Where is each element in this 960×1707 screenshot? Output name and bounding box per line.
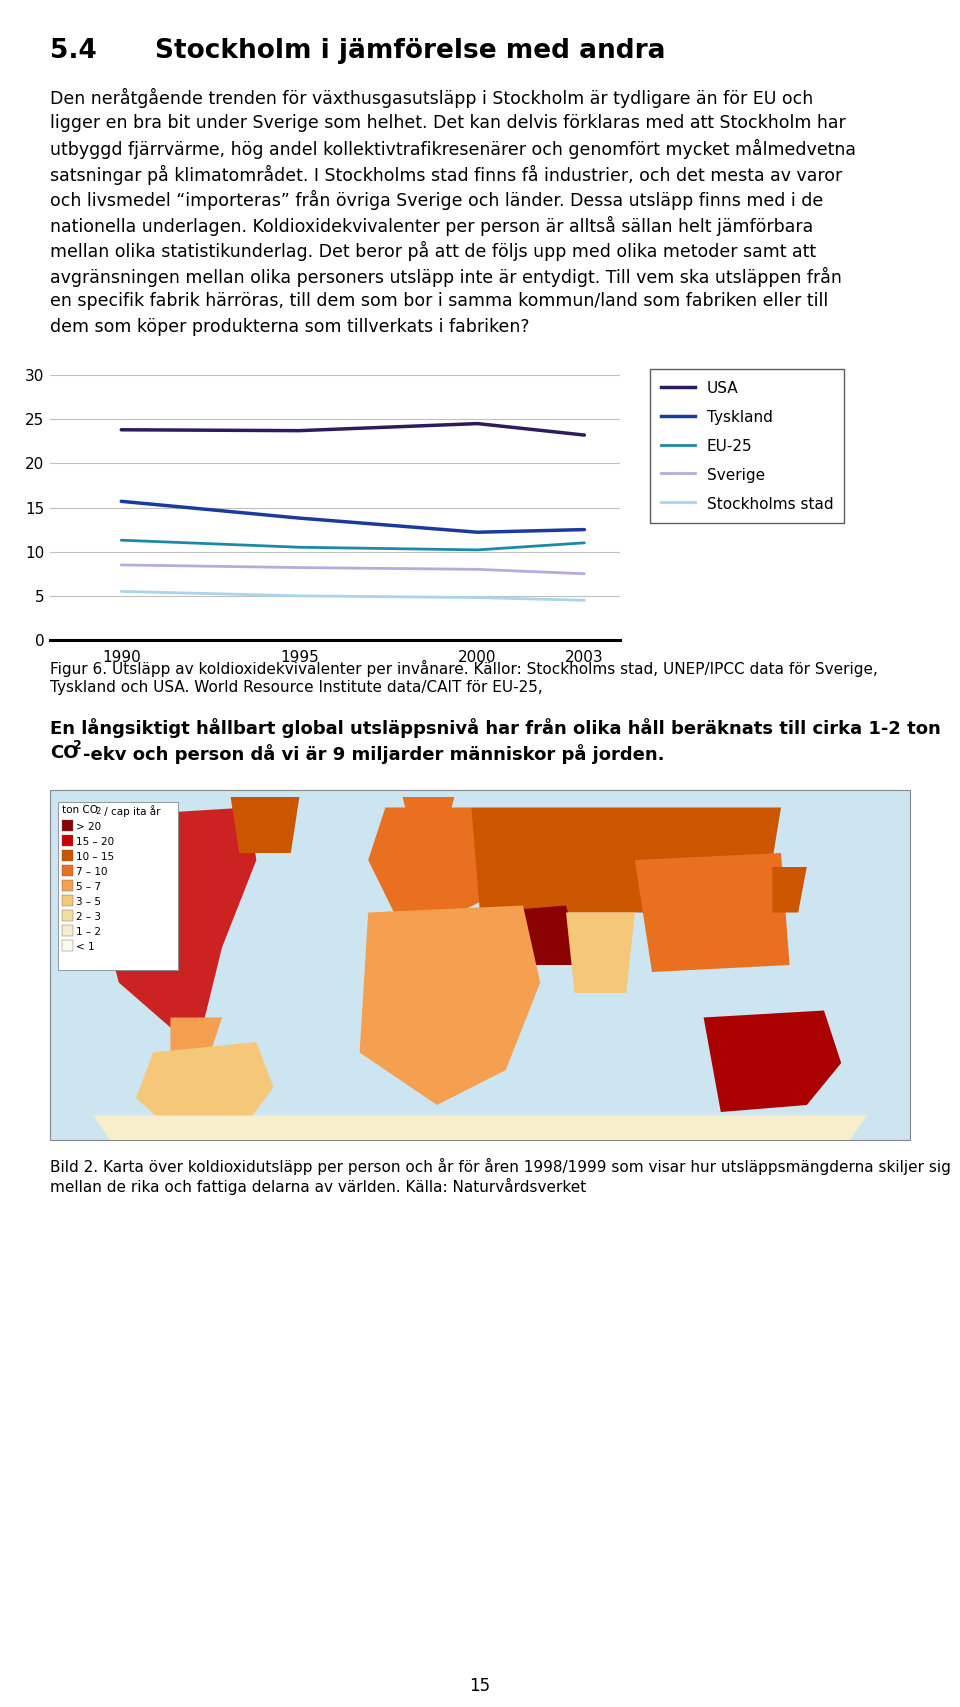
Polygon shape	[566, 913, 635, 993]
Text: 10 – 15: 10 – 15	[76, 852, 114, 862]
Bar	[62, 881, 73, 891]
Bar	[50, 790, 910, 1140]
Text: < 1: < 1	[76, 942, 95, 953]
Text: mellan de rika och fattiga delarna av världen. Källa: Naturvårdsverket: mellan de rika och fattiga delarna av vä…	[50, 1178, 587, 1195]
Text: ton CO: ton CO	[62, 806, 98, 814]
Bar	[62, 850, 73, 860]
Polygon shape	[360, 905, 540, 1104]
Polygon shape	[773, 867, 806, 913]
Bar	[62, 925, 73, 935]
Text: 3 – 5: 3 – 5	[76, 896, 101, 906]
Polygon shape	[402, 797, 454, 831]
Text: Den neråtgående trenden för växthusgasutsläpp i Stockholm är tydligare än för EU: Den neråtgående trenden för växthusgasut…	[50, 89, 813, 108]
Text: mellan olika statistikunderlag. Det beror på att de följs upp med olika metoder : mellan olika statistikunderlag. Det bero…	[50, 241, 816, 261]
Text: satsningar på klimatområdet. I Stockholms stad finns få industrier, och det mest: satsningar på klimatområdet. I Stockholm…	[50, 164, 842, 184]
Bar	[62, 894, 73, 906]
Polygon shape	[171, 1017, 222, 1070]
Text: 2 – 3: 2 – 3	[76, 912, 101, 922]
Polygon shape	[369, 807, 497, 923]
Text: utbyggd fjärrvärme, hög andel kollektivtrafikresenärer och genomfört mycket målm: utbyggd fjärrvärme, hög andel kollektivt…	[50, 138, 856, 159]
Text: 5.4: 5.4	[50, 38, 97, 63]
Polygon shape	[136, 1041, 274, 1137]
Bar	[62, 819, 73, 831]
Legend: USA, Tyskland, EU-25, Sverige, Stockholms stad: USA, Tyskland, EU-25, Sverige, Stockholm…	[651, 369, 844, 522]
Text: och livsmedel “importeras” från övriga Sverige och länder. Dessa utsläpp finns m: och livsmedel “importeras” från övriga S…	[50, 189, 824, 210]
Polygon shape	[230, 797, 300, 854]
Text: / cap ita år: / cap ita år	[101, 806, 160, 818]
Text: 15 – 20: 15 – 20	[76, 836, 114, 847]
Polygon shape	[76, 807, 256, 1034]
Text: 2: 2	[95, 807, 100, 816]
Polygon shape	[93, 1115, 867, 1140]
Text: 5 – 7: 5 – 7	[76, 883, 101, 893]
Bar	[62, 941, 73, 951]
Text: 15: 15	[469, 1676, 491, 1695]
Text: 2: 2	[73, 739, 82, 753]
Text: ligger en bra bit under Sverige som helhet. Det kan delvis förklaras med att Sto: ligger en bra bit under Sverige som helh…	[50, 113, 846, 131]
Text: Tyskland och USA. World Resource Institute data/CAIT för EU-25,: Tyskland och USA. World Resource Institu…	[50, 679, 542, 695]
Polygon shape	[704, 1011, 841, 1111]
Polygon shape	[635, 854, 789, 971]
Polygon shape	[480, 905, 584, 964]
Text: Bild 2. Karta över koldioxidutsläpp per person och år för åren 1998/1999 som vis: Bild 2. Karta över koldioxidutsläpp per …	[50, 1157, 950, 1174]
Text: -ekv och person då vi är 9 miljarder människor på jorden.: -ekv och person då vi är 9 miljarder män…	[83, 744, 664, 765]
Text: 1 – 2: 1 – 2	[76, 927, 101, 937]
Text: En långsiktigt hållbart global utsläppsnivå har från olika håll beräknats till c: En långsiktigt hållbart global utsläppsn…	[50, 719, 941, 737]
Bar	[62, 910, 73, 922]
Text: en specifik fabrik härröras, till dem som bor i samma kommun/land som fabriken e: en specifik fabrik härröras, till dem so…	[50, 292, 828, 311]
Polygon shape	[471, 807, 781, 913]
Bar	[62, 835, 73, 847]
Bar	[62, 865, 73, 876]
Text: Stockholm i jämförelse med andra: Stockholm i jämförelse med andra	[155, 38, 665, 63]
Text: dem som köper produkterna som tillverkats i fabriken?: dem som köper produkterna som tillverkat…	[50, 318, 530, 336]
Text: > 20: > 20	[76, 823, 101, 831]
Text: Figur 6. Utsläpp av koldioxidekvivalenter per invånare. Källor: Stockholms stad,: Figur 6. Utsläpp av koldioxidekvivalente…	[50, 661, 877, 678]
Text: nationella underlagen. Koldioxidekvivalenter per person är alltså sällan helt jä: nationella underlagen. Koldioxidekvivale…	[50, 215, 813, 236]
Text: 7 – 10: 7 – 10	[76, 867, 108, 877]
Bar	[58, 802, 178, 970]
Text: avgränsningen mellan olika personers utsläpp inte är entydigt. Till vem ska utsl: avgränsningen mellan olika personers uts…	[50, 266, 842, 287]
Text: CO: CO	[50, 744, 79, 761]
